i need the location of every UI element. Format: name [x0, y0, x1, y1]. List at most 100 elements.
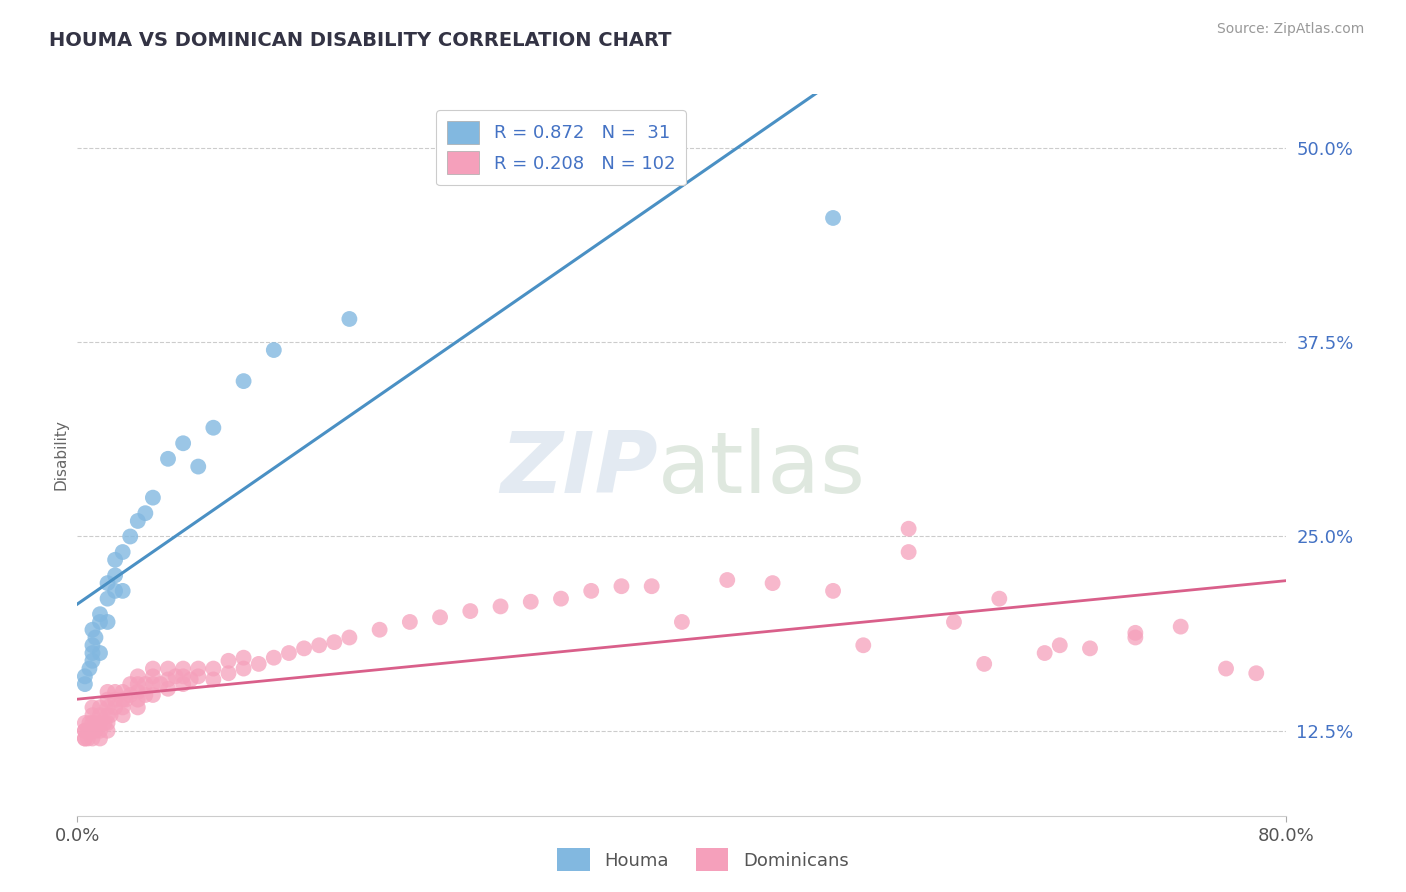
Point [104, 568, 127, 582]
Point [232, 650, 254, 665]
Point [187, 669, 209, 683]
Point [247, 657, 270, 671]
Point [172, 669, 194, 683]
Point [218, 654, 240, 668]
Point [127, 669, 149, 683]
Y-axis label: Disability: Disability [53, 419, 69, 491]
Point [104, 685, 127, 699]
Point [89, 646, 111, 660]
Point [852, 638, 875, 652]
Point [89, 715, 111, 730]
Point [73, 723, 96, 738]
Point [897, 522, 920, 536]
Point [308, 638, 330, 652]
Point [988, 591, 1011, 606]
Point [172, 436, 194, 450]
Point [89, 700, 111, 714]
Point [429, 610, 451, 624]
Point [180, 673, 202, 687]
Point [104, 700, 127, 714]
Point [96, 723, 118, 738]
Point [84, 631, 107, 645]
Point [82, 623, 104, 637]
Point [1049, 638, 1071, 652]
Point [149, 677, 172, 691]
Point [489, 599, 512, 614]
Point [93, 715, 115, 730]
Point [187, 662, 209, 676]
Point [89, 607, 111, 622]
Point [263, 343, 285, 357]
Point [337, 312, 360, 326]
Point [142, 662, 165, 676]
Point [96, 576, 118, 591]
Point [232, 374, 254, 388]
Point [187, 459, 209, 474]
Point [96, 715, 118, 730]
Point [641, 579, 664, 593]
Legend: R = 0.872   N =  31, R = 0.208   N = 102: R = 0.872 N = 31, R = 0.208 N = 102 [436, 110, 686, 186]
Point [73, 715, 96, 730]
Point [581, 583, 603, 598]
Point [82, 700, 104, 714]
Point [111, 583, 134, 598]
Point [73, 677, 96, 691]
Point [399, 615, 422, 629]
Point [1078, 641, 1101, 656]
Point [202, 421, 225, 435]
Point [111, 700, 134, 714]
Point [1123, 625, 1146, 640]
Point [1246, 666, 1268, 681]
Point [142, 491, 165, 505]
Point [79, 662, 101, 676]
Point [127, 692, 149, 706]
Point [82, 723, 104, 738]
Point [278, 646, 301, 660]
Point [142, 669, 165, 683]
Point [104, 553, 127, 567]
Point [111, 685, 134, 699]
Point [821, 583, 844, 598]
Point [232, 662, 254, 676]
Point [157, 681, 180, 696]
Point [82, 638, 104, 652]
Point [172, 677, 194, 691]
Point [323, 635, 346, 649]
Point [79, 723, 101, 738]
Text: ZIP: ZIP [501, 428, 658, 511]
Point [79, 715, 101, 730]
Point [550, 591, 572, 606]
Point [96, 591, 118, 606]
Text: atlas: atlas [658, 428, 866, 511]
Point [202, 673, 225, 687]
Point [96, 692, 118, 706]
Point [368, 623, 391, 637]
Point [96, 615, 118, 629]
Point [111, 692, 134, 706]
Point [520, 595, 543, 609]
Point [157, 662, 180, 676]
Point [1123, 631, 1146, 645]
Point [716, 573, 738, 587]
Point [104, 692, 127, 706]
Point [127, 514, 149, 528]
Point [89, 731, 111, 746]
Point [218, 666, 240, 681]
Point [897, 545, 920, 559]
Point [142, 677, 165, 691]
Point [100, 708, 122, 723]
Point [263, 650, 285, 665]
Point [111, 708, 134, 723]
Point [84, 715, 107, 730]
Point [762, 576, 785, 591]
Point [96, 685, 118, 699]
Point [1033, 646, 1056, 660]
Point [134, 677, 156, 691]
Point [82, 731, 104, 746]
Point [82, 646, 104, 660]
Point [96, 708, 118, 723]
Point [84, 723, 107, 738]
Point [82, 715, 104, 730]
Text: Source: ZipAtlas.com: Source: ZipAtlas.com [1216, 22, 1364, 37]
Point [120, 677, 142, 691]
